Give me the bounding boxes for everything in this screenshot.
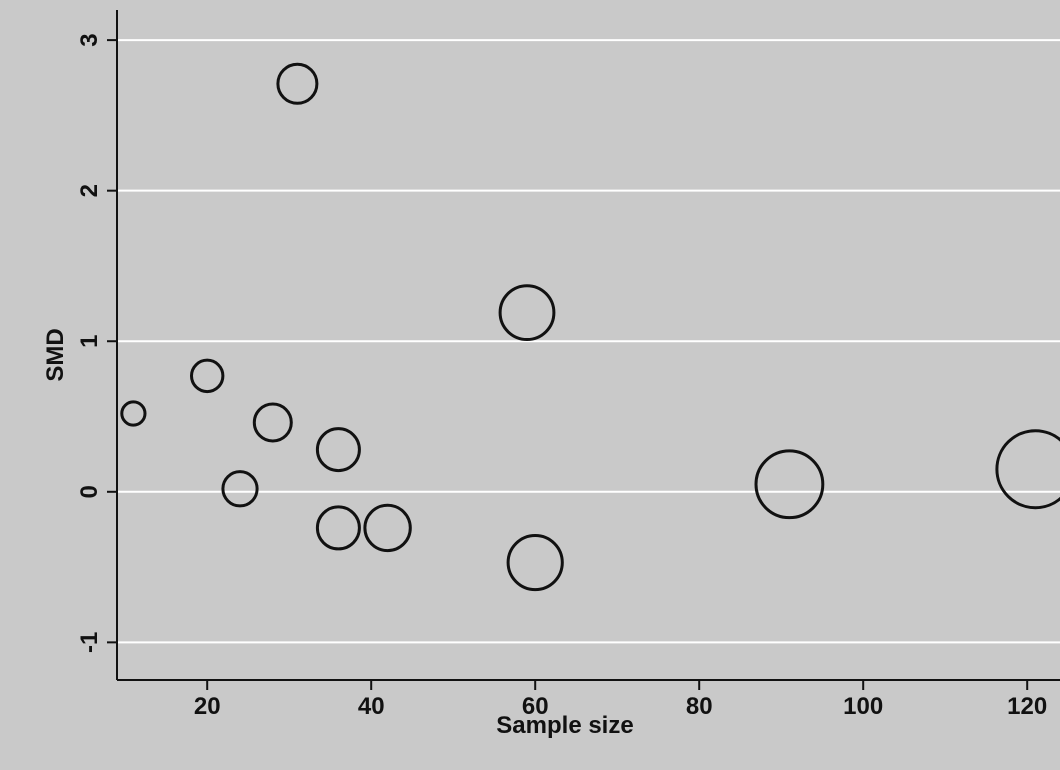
data-point-1 bbox=[120, 400, 147, 427]
y-tick-label-0: 0 bbox=[76, 485, 103, 498]
data-point-6 bbox=[315, 427, 361, 473]
data-point-9 bbox=[498, 284, 556, 342]
x-axis-title: Sample size bbox=[496, 712, 633, 739]
gridlines bbox=[117, 39, 1060, 644]
data-point-8 bbox=[363, 503, 412, 553]
data-points bbox=[120, 62, 1060, 592]
y-tick-label-2: 2 bbox=[76, 184, 103, 197]
data-point-12 bbox=[995, 429, 1060, 510]
data-point-7 bbox=[315, 505, 361, 551]
y-tick-label--1: -1 bbox=[76, 632, 103, 653]
axes: -1 0 1 2 3 20 40 60 80 100 120 bbox=[76, 10, 1060, 720]
y-tick-label-1: 1 bbox=[76, 335, 103, 348]
data-point-11 bbox=[754, 449, 825, 520]
x-tick-label-40: 40 bbox=[358, 693, 385, 720]
data-point-4 bbox=[252, 402, 293, 443]
data-point-2 bbox=[190, 358, 225, 394]
x-tick-label-20: 20 bbox=[194, 693, 221, 720]
x-tick-label-60: 60 bbox=[522, 693, 549, 720]
x-tick-label-100: 100 bbox=[843, 693, 883, 720]
y-tick-label-3: 3 bbox=[76, 33, 103, 46]
x-tick-label-120: 120 bbox=[1007, 693, 1047, 720]
data-point-5 bbox=[276, 62, 319, 105]
x-tick-label-80: 80 bbox=[686, 693, 713, 720]
data-point-10 bbox=[506, 533, 564, 592]
y-axis-title: SMD bbox=[42, 328, 69, 381]
data-point-3 bbox=[221, 470, 259, 508]
